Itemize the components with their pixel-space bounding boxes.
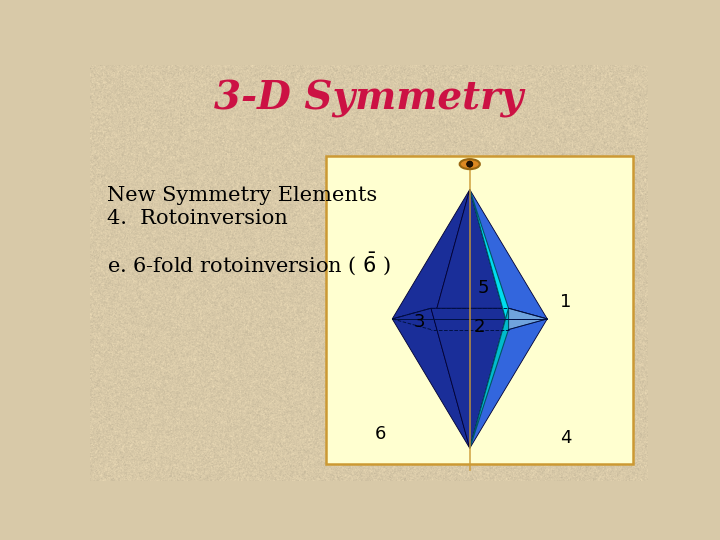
Polygon shape bbox=[431, 308, 508, 448]
Ellipse shape bbox=[467, 161, 473, 167]
Text: 2: 2 bbox=[474, 318, 485, 335]
Polygon shape bbox=[469, 308, 547, 448]
Polygon shape bbox=[392, 308, 469, 448]
Text: 6: 6 bbox=[374, 426, 386, 443]
Text: 3: 3 bbox=[413, 313, 425, 331]
Text: e. 6-fold rotoinversion ( $\bar{6}$ ): e. 6-fold rotoinversion ( $\bar{6}$ ) bbox=[107, 250, 391, 277]
Polygon shape bbox=[469, 190, 547, 329]
Text: 3-D Symmetry: 3-D Symmetry bbox=[215, 80, 523, 118]
Bar bbox=[326, 156, 632, 464]
Text: 4.  Rotoinversion: 4. Rotoinversion bbox=[107, 210, 288, 228]
Ellipse shape bbox=[459, 159, 480, 169]
Polygon shape bbox=[469, 308, 508, 448]
Polygon shape bbox=[392, 190, 469, 329]
Text: 5: 5 bbox=[477, 279, 489, 297]
Text: 1: 1 bbox=[559, 293, 571, 311]
Polygon shape bbox=[508, 308, 547, 329]
Polygon shape bbox=[469, 190, 508, 329]
Polygon shape bbox=[431, 190, 508, 329]
Text: New Symmetry Elements: New Symmetry Elements bbox=[107, 186, 377, 205]
Text: 4: 4 bbox=[559, 429, 571, 447]
